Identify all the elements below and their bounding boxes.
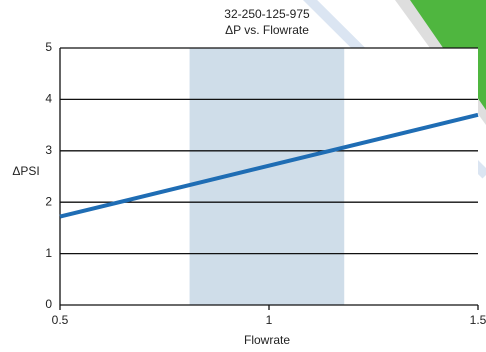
x-tick-label: 0.5 <box>52 313 69 327</box>
shaded-range <box>189 48 345 305</box>
y-tick-label: 5 <box>45 40 52 54</box>
x-axis-label: Flowrate <box>244 333 290 347</box>
y-tick-label: 4 <box>45 92 52 106</box>
y-tick-label: 0 <box>45 297 52 311</box>
y-tick-label: 1 <box>45 246 52 260</box>
chart-subtitle: ΔP vs. Flowrate <box>225 23 309 37</box>
x-tick-label: 1.5 <box>470 313 486 327</box>
chart-title: 32-250-125-975 <box>224 7 310 21</box>
data-line <box>59 112 479 219</box>
y-tick-label: 3 <box>45 143 52 157</box>
y-tick-label: 2 <box>45 194 52 208</box>
y-axis-label: ΔPSI <box>12 164 39 178</box>
x-tick-label: 1 <box>266 313 273 327</box>
